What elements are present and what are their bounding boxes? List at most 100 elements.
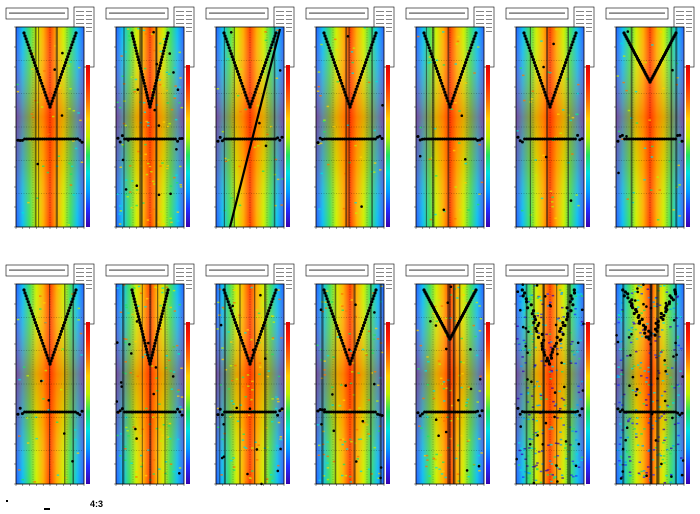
heatmap-cell (457, 480, 461, 482)
plateau-marker (245, 137, 249, 141)
heatmap-cell (637, 285, 640, 287)
scatter-marker (624, 438, 627, 442)
heatmap-cell (454, 457, 458, 460)
heatmap-cell (250, 286, 253, 289)
plateau-marker (678, 413, 682, 417)
scatter-marker (577, 442, 581, 446)
heatmap-cell (116, 193, 119, 195)
heatmap-cell (179, 406, 182, 408)
heatmap-band (674, 284, 677, 484)
v-curve-marker (158, 321, 162, 325)
plateau-marker (354, 410, 357, 414)
v-curve-marker (70, 300, 74, 304)
plateau-marker (258, 410, 262, 414)
heatmap-cell (359, 438, 363, 440)
scatter-marker (120, 385, 123, 388)
v-curve-marker (151, 93, 155, 97)
v-curve-marker (358, 332, 362, 336)
heatmap-cell (257, 312, 261, 315)
v-curve-marker (468, 49, 472, 53)
v-curve-marker (130, 288, 134, 292)
stats-entry (276, 268, 284, 269)
color-scale (686, 65, 690, 227)
heatmap-cell (278, 298, 281, 301)
heatmap-cell (578, 357, 581, 360)
scatter-marker (235, 406, 238, 410)
heatmap-cell (443, 400, 446, 402)
plateau-marker (320, 408, 324, 412)
heatmap-cell (261, 307, 265, 310)
plateau-marker (627, 137, 631, 141)
chart-panel-14 (605, 263, 695, 486)
heatmap-cell (434, 213, 437, 216)
v-curve-marker (438, 75, 442, 79)
heatmap-cell (472, 464, 475, 466)
v-curve-marker (150, 96, 154, 100)
plateau-marker (240, 137, 244, 141)
heatmap-cell (549, 341, 553, 343)
v-curve-marker (229, 309, 233, 313)
v-curve-marker (142, 338, 146, 342)
heatmap-cell (677, 434, 680, 437)
heatmap-cell (136, 182, 139, 184)
heatmap-cell (118, 106, 122, 109)
stats-value (386, 276, 392, 277)
heatmap-cell (341, 309, 344, 311)
heatmap-cell (672, 417, 675, 419)
heatmap-cell (656, 219, 660, 221)
plateau-marker (460, 137, 464, 141)
v-curve-marker (523, 291, 527, 295)
v-curve-marker (261, 66, 266, 71)
plateau-marker (638, 137, 642, 141)
heatmap-cell (459, 310, 463, 312)
plateau-marker (516, 406, 520, 410)
heatmap-cell (650, 189, 653, 191)
v-curve-marker (32, 61, 36, 65)
heatmap-cell (528, 354, 532, 356)
stats-value (386, 268, 392, 269)
v-curve-marker (448, 337, 452, 341)
v-curve-marker (45, 96, 49, 100)
v-curve-marker (147, 356, 151, 360)
v-curve-marker (245, 353, 249, 357)
scatter-marker (71, 460, 74, 463)
v-curve-marker (525, 300, 529, 304)
v-curve-marker (553, 90, 557, 94)
heatmap-cell (276, 445, 279, 447)
v-curve-marker (455, 84, 459, 88)
v-curve-marker (164, 40, 168, 44)
heatmap-cell (227, 159, 230, 161)
heatmap-cell (26, 375, 29, 377)
plateau-marker (549, 410, 553, 414)
plateau-marker (360, 410, 364, 414)
stats-value (686, 19, 692, 20)
v-curve-marker (270, 43, 274, 47)
plateau-marker (467, 410, 471, 414)
heatmap-cell (619, 359, 623, 361)
v-curve-marker (166, 288, 170, 292)
v-curve-marker (59, 72, 64, 76)
heatmap-cell (478, 193, 481, 195)
heatmap-cell (154, 286, 157, 288)
heatmap-cell (150, 365, 154, 367)
heatmap-cell (317, 143, 321, 145)
heatmap-cell (121, 75, 124, 77)
v-curve-marker (242, 87, 246, 91)
heatmap-cell (124, 304, 128, 306)
v-curve-marker (454, 87, 458, 91)
scatter-marker (576, 341, 580, 345)
plateau-marker (325, 137, 329, 141)
heatmap-cell (255, 309, 259, 311)
heatmap-cell (271, 398, 274, 400)
panel-title-line (9, 269, 65, 271)
heatmap-cell (527, 418, 530, 421)
v-curve-marker (260, 69, 265, 74)
heatmap-cell (534, 346, 537, 349)
v-curve-marker (228, 49, 232, 53)
heatmap-cell (332, 126, 336, 128)
heatmap-cell (152, 416, 155, 418)
plateau-marker (447, 137, 451, 141)
heatmap-cell (363, 27, 366, 29)
heatmap-cell (521, 356, 524, 358)
heatmap-cell (536, 297, 540, 299)
